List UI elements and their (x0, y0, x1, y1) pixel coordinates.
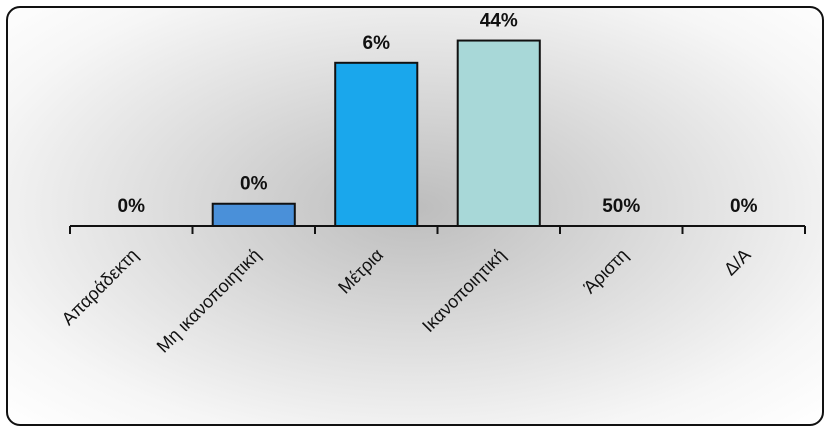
bar-3 (334, 61, 419, 227)
bar-2 (211, 202, 296, 227)
category-label-2: Μη ικανοποιητική (153, 245, 265, 357)
category-label-5: Άριστη (579, 245, 632, 298)
data-label-2: 0% (240, 174, 268, 195)
tick-labels-layer: Απαράδεκτη Μη ικανοποιητική Μέτρια Ικανοποι… (58, 245, 755, 357)
bar-chart: 0% 0% 6% 44% 50% 0% Απαράδεκτη Μη ικανοποιητικ… (58, 11, 806, 357)
data-label-5: 50% (602, 196, 640, 217)
data-label-4: 44% (480, 11, 518, 32)
bars-layer (211, 39, 541, 227)
category-label-6: Δ/Α (720, 245, 755, 280)
data-label-3: 6% (363, 33, 391, 54)
data-labels-layer: 0% 0% 6% 44% 50% 0% (118, 11, 758, 217)
x-axis (69, 225, 806, 234)
bar-4 (456, 39, 541, 227)
category-label-1: Απαράδεκτη (58, 245, 142, 329)
category-label-3: Μέτρια (334, 245, 387, 298)
data-label-1: 0% (118, 196, 146, 217)
chart-frame: 0% 0% 6% 44% 50% 0% Απαράδεκτη Μη ικανοποιητικ… (6, 6, 824, 426)
category-label-4: Ικανοποιητική (418, 245, 509, 336)
data-label-6: 0% (730, 196, 758, 217)
